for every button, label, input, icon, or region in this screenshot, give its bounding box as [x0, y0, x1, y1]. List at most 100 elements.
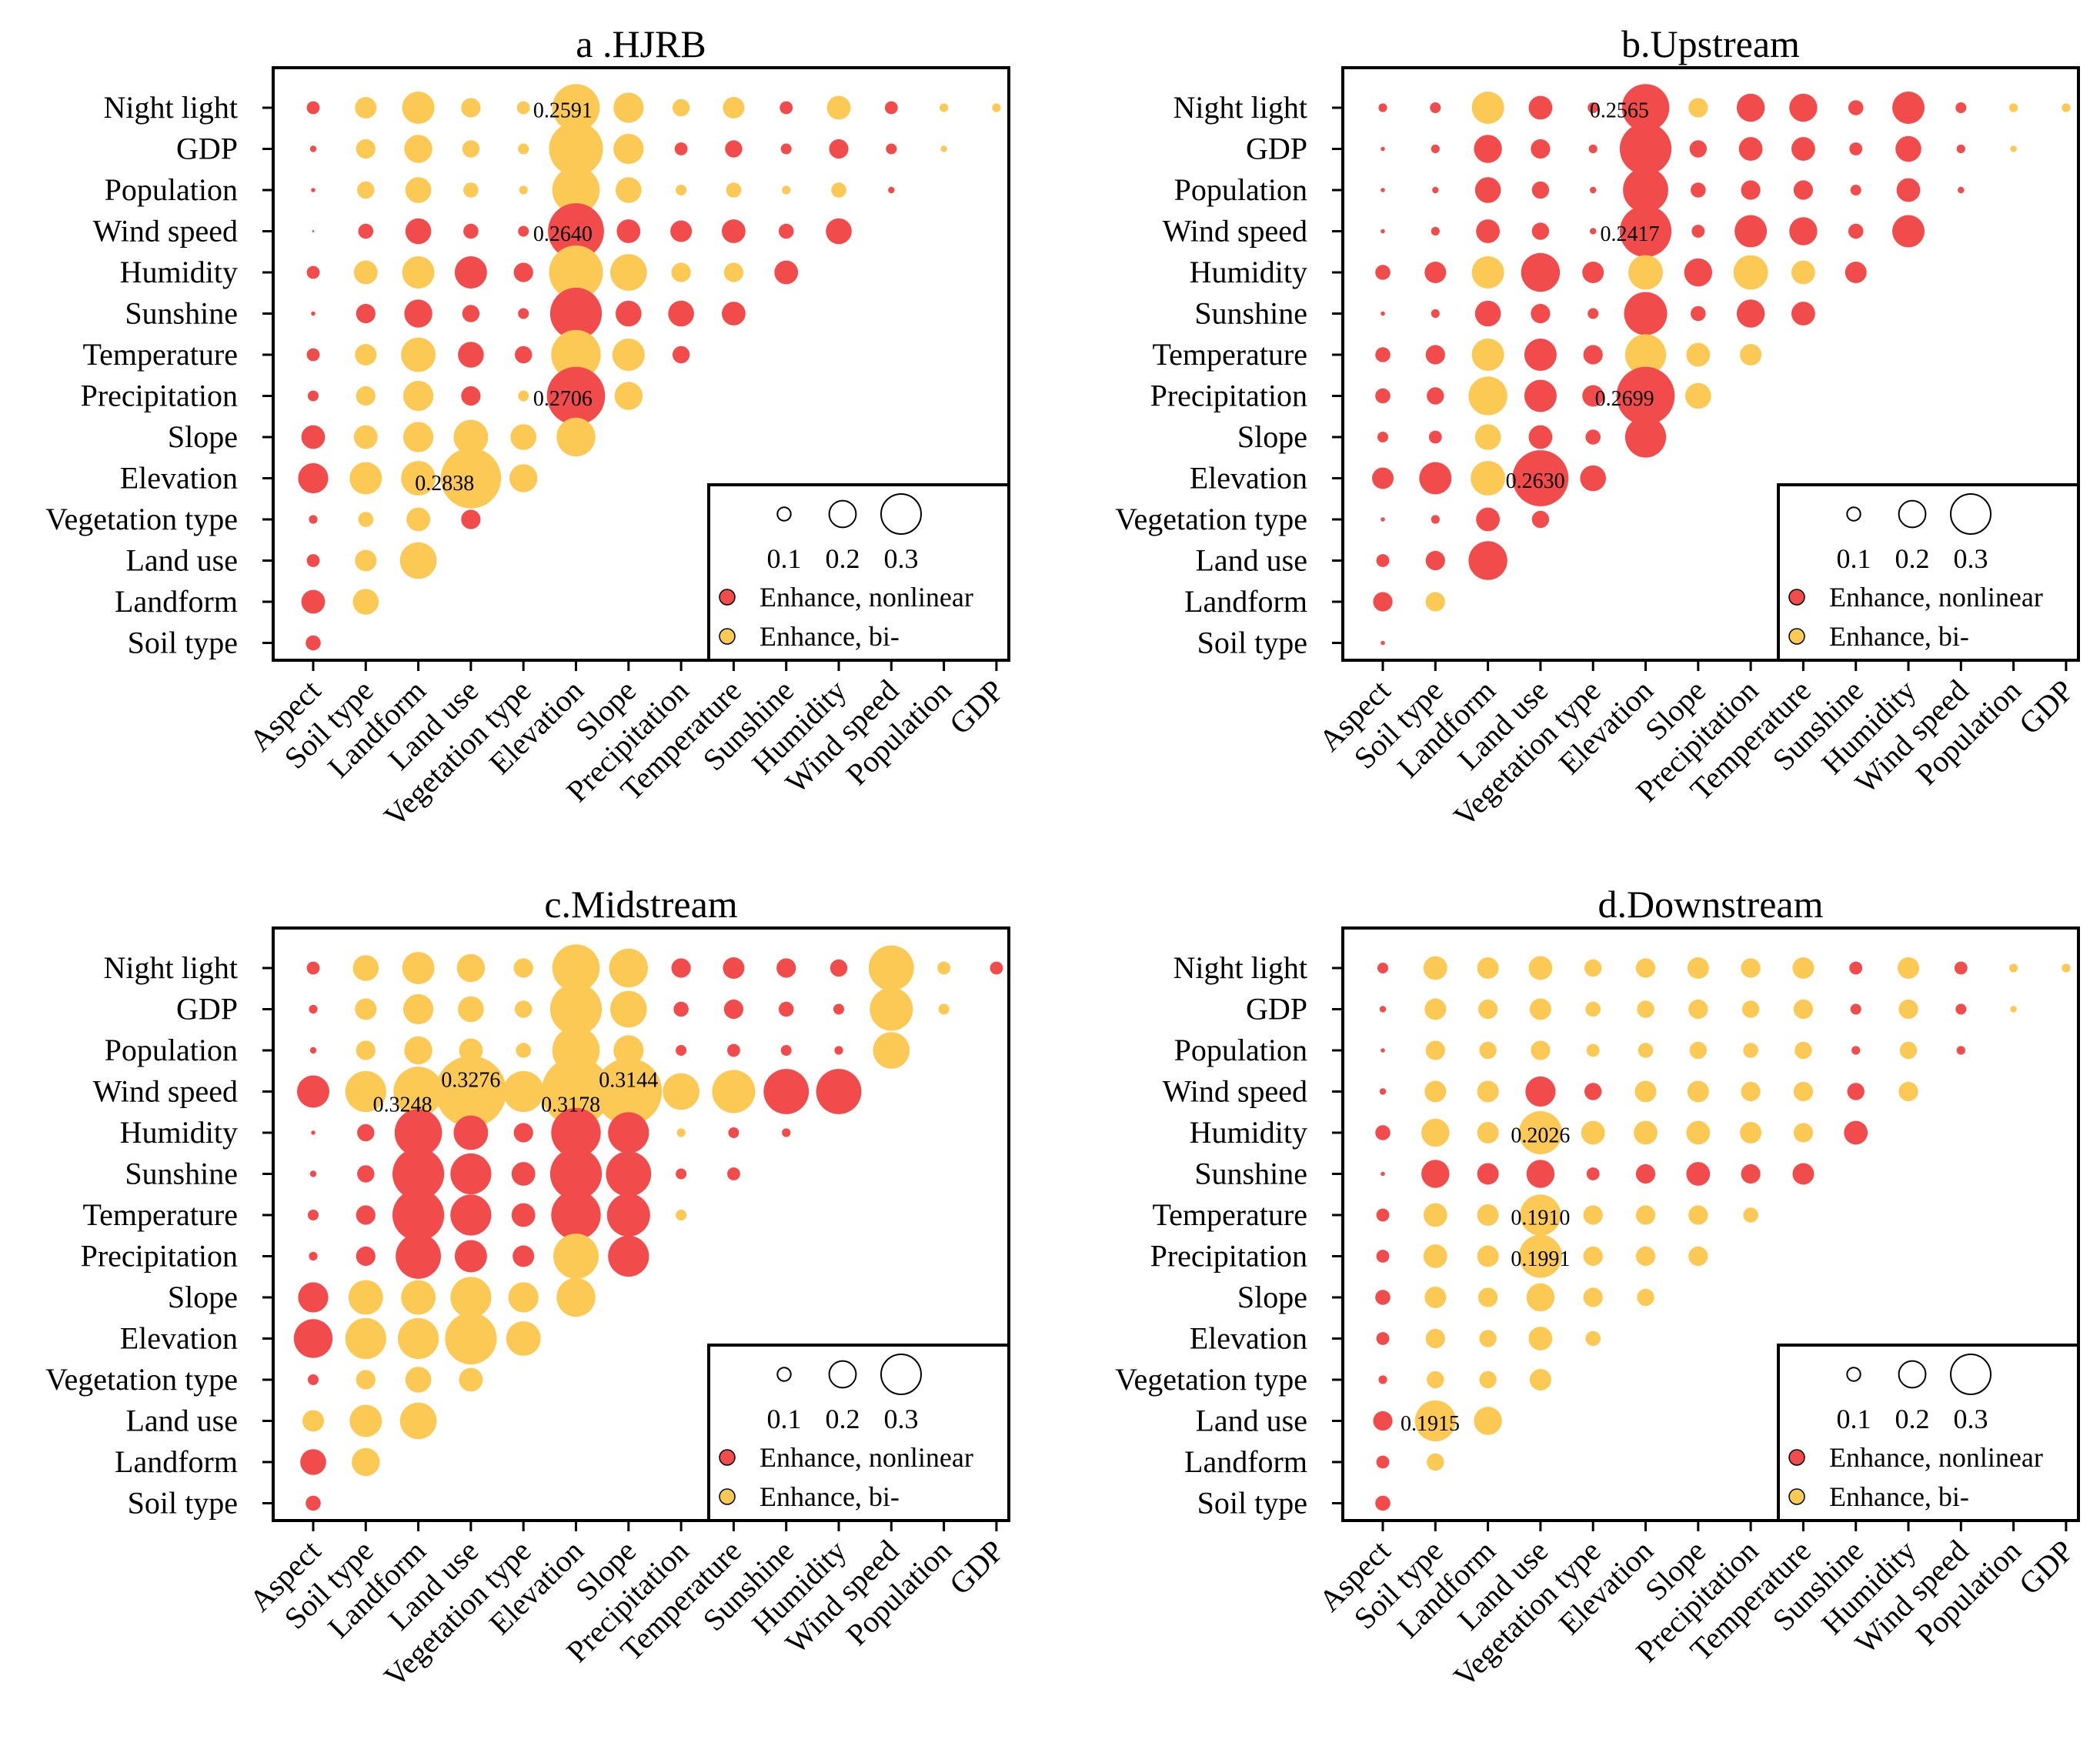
bubble-wind-speed-x-temperature [722, 219, 746, 243]
bubble-slope-x-landform [401, 1280, 436, 1315]
bubble-sunshine-x-vegetation-type [1588, 308, 1599, 319]
bubble-night-light-x-landform [1477, 957, 1499, 979]
bubble-night-light-x-wind-speed [868, 945, 914, 991]
bubble-gdp-x-vegetation-type [1588, 144, 1598, 154]
legend-marker-bi [719, 1488, 736, 1505]
bubble-landform-x-soil-type [1425, 592, 1445, 612]
bubble-temperature-x-aspect [1376, 1208, 1390, 1222]
y-tick-label-soil-type: Soil type [1197, 1486, 1307, 1521]
legend-item-label: Enhance, bi- [760, 1481, 900, 1512]
bubble-night-light-x-population [937, 961, 950, 975]
y-tick-label-sunshine: Sunshine [1194, 296, 1307, 331]
bubble-gdp-x-aspect [309, 1004, 318, 1014]
bubble-gdp-x-land-use [1531, 139, 1551, 159]
bubble-elevation-x-vegetation-type [509, 464, 538, 492]
bubble-temperature-x-precipitation [676, 1210, 687, 1220]
bubble-vegetation-type-x-soil-type [358, 512, 374, 527]
x-tick-label-gdp: GDP [2012, 1534, 2080, 1601]
legend-size-circle [776, 1367, 792, 1382]
y-tick-label-temperature: Temperature [82, 337, 238, 372]
bubble-temperature-x-landform [1471, 339, 1504, 371]
bubble-night-light-x-landform [402, 952, 435, 984]
annotation-value: 0.3276 [441, 1068, 500, 1092]
bubble-gdp-x-soil-type [355, 998, 377, 1020]
bubble-sunshine-x-precipitation [668, 300, 694, 327]
bubble-sunshine-x-slope [616, 300, 642, 327]
bubble-night-light-x-wind-speed [1954, 961, 1968, 975]
bubble-population-x-sunshine [1850, 185, 1861, 195]
bubble-humidity-x-vegetation-type [513, 1123, 533, 1143]
bubble-humidity-x-slope [1684, 258, 1712, 287]
bubble-night-light-x-land-use [461, 98, 481, 118]
bubble-population-x-slope [1689, 1041, 1707, 1060]
bubble-humidity-x-aspect [306, 265, 320, 279]
bubble-humidity-x-soil-type [353, 260, 378, 285]
bubble-night-light-x-precipitation [671, 958, 691, 978]
y-tick-label-humidity: Humidity [120, 255, 238, 289]
bubble-night-light-x-land-use [1528, 95, 1553, 120]
y-tick-label-night-light: Night light [104, 950, 238, 985]
bubble-night-light-x-sunshine [1848, 100, 1864, 115]
y-tick-label-night-light: Night light [1174, 90, 1307, 125]
bubble-wind-speed-x-humidity [1898, 1081, 1918, 1102]
bubble-night-light-x-temperature [723, 97, 745, 119]
bubble-gdp-x-temperature [723, 999, 744, 1020]
bubble-elevation-x-vegetation-type [1580, 465, 1606, 492]
bubble-slope-x-soil-type [353, 425, 378, 449]
bubble-vegetation-type-x-aspect [308, 1374, 319, 1385]
bubble-elevation-x-landform [401, 461, 436, 496]
bubble-gdp-x-soil-type [356, 139, 376, 159]
bubble-land-use-x-landform [1468, 541, 1507, 580]
bubble-wind-speed-x-precipitation [670, 220, 693, 242]
legend-size-label: 0.2 [1895, 1404, 1930, 1434]
legend-marker-nonlinear [719, 589, 736, 606]
bubble-wind-speed-x-sunshine [1848, 223, 1864, 239]
legend-size-circle [880, 1354, 922, 1395]
bubble-population-x-precipitation [1743, 1043, 1758, 1058]
bubble-elevation-x-soil-type [1425, 1328, 1445, 1349]
bubble-sunshine-x-temperature [1791, 302, 1815, 325]
bubble-night-light-x-gdp [992, 103, 1001, 112]
bubble-precipitation-x-land-use [454, 1240, 487, 1273]
bubble-elevation-x-land-use [1512, 450, 1569, 506]
bubble-elevation-x-vegetation-type [506, 1321, 541, 1356]
bubble-sunshine-x-precipitation [1741, 1163, 1761, 1184]
bubble-vegetation-type-x-soil-type [1431, 515, 1440, 524]
bubble-vegetation-type-x-land-use [1529, 1369, 1551, 1390]
bubble-night-light-x-elevation [1635, 958, 1656, 978]
bubble-gdp-x-wind-speed [1955, 1003, 1967, 1015]
bubble-slope-x-aspect [1377, 432, 1388, 442]
bubble-population-x-soil-type [1425, 1040, 1445, 1060]
bubble-temperature-x-landform [401, 337, 436, 372]
bubble-slope-x-elevation [556, 417, 596, 457]
bubble-gdp-x-wind-speed [886, 143, 897, 155]
bubble-temperature-x-land-use [1520, 1194, 1561, 1236]
bubble-soil-type-x-aspect [305, 1495, 321, 1511]
bubble-humidity-x-elevation [1628, 255, 1663, 290]
bubble-humidity-x-land-use [454, 256, 487, 289]
bubble-vegetation-type-x-soil-type [356, 1370, 376, 1390]
bubble-population-x-aspect [1381, 188, 1385, 192]
bubble-sunshine-x-precipitation [676, 1168, 687, 1180]
bubble-population-x-slope [613, 1035, 644, 1066]
y-tick-label-sunshine: Sunshine [125, 296, 238, 331]
panel-1: a .HJRB Night light GDP Population Wind spee… [45, 22, 1010, 833]
bubble-precipitation-x-slope [614, 382, 643, 410]
bubble-vegetation-type-x-land-use [1531, 510, 1550, 529]
bubble-temperature-x-precipitation [1743, 1207, 1758, 1223]
bubble-night-light-x-land-use [1528, 956, 1553, 980]
y-tick-label-gdp: GDP [176, 132, 238, 166]
legend-size-label: 0.3 [884, 1404, 919, 1434]
bubble-slope-x-soil-type [1424, 1287, 1447, 1308]
bubble-slope-x-elevation [556, 1277, 596, 1317]
bubble-slope-x-landform [1474, 424, 1501, 450]
bubble-night-light-x-elevation [1621, 84, 1670, 132]
annotation-value: 0.2591 [533, 99, 593, 123]
bubble-population-x-vegetation-type [1590, 186, 1597, 194]
y-tick-label-landform: Landform [115, 1444, 238, 1479]
y-tick-label-elevation: Elevation [1190, 461, 1307, 496]
bubble-wind-speed-x-aspect [297, 1075, 329, 1108]
bubble-wind-speed-x-temperature [712, 1070, 756, 1113]
bubble-land-use-x-soil-type [349, 1404, 382, 1437]
